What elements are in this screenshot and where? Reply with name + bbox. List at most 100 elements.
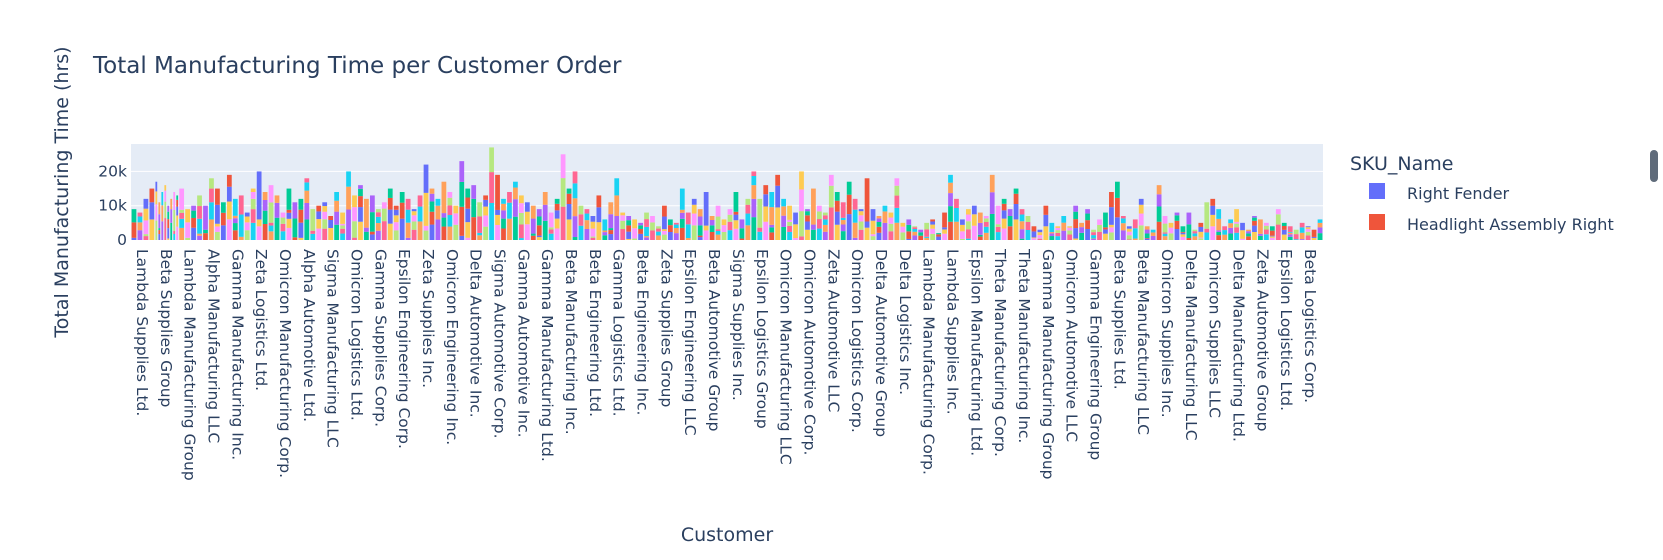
bar-segment <box>501 203 506 211</box>
bar-segment <box>995 232 1001 240</box>
bar-segment <box>381 208 387 222</box>
bar-segment <box>638 233 643 240</box>
bar-segment <box>1085 228 1090 240</box>
bar-segment <box>620 212 626 216</box>
bar-segment <box>763 185 769 195</box>
bar-segment <box>1055 227 1061 231</box>
legend: SKU_Name Right Fender Headlight Assembly… <box>1350 153 1614 234</box>
x-tick-label: Epsilon Engineering Corp. <box>395 249 413 449</box>
bar-segment <box>828 174 834 186</box>
x-tick-label: Sigma Automotive Corp. <box>491 249 509 439</box>
bar-segment <box>513 187 518 200</box>
bar-segment <box>685 238 691 240</box>
bar-segment <box>1293 229 1299 235</box>
bar-segment <box>846 214 852 240</box>
x-tick-label: Omicron Manufacturing Corp. <box>276 249 294 478</box>
bar-segment <box>584 220 590 229</box>
bar-segment <box>1264 229 1269 235</box>
bar-segment <box>1037 238 1043 240</box>
bar-segment <box>176 226 179 240</box>
bar-segment <box>143 220 149 235</box>
legend-scrollbar[interactable] <box>1650 150 1658 182</box>
bar-segment <box>1174 220 1180 230</box>
bar-segment <box>429 193 435 202</box>
bar-segment <box>924 237 930 240</box>
bar-segment <box>834 224 840 240</box>
bar-segment <box>346 171 351 187</box>
bar-segment <box>1150 235 1156 240</box>
bar-segment <box>1103 233 1108 240</box>
bar-segment <box>1013 219 1019 240</box>
bar-segment <box>775 207 781 240</box>
bar-segment <box>572 171 578 184</box>
bar-segment <box>501 198 506 204</box>
bar-segment <box>584 209 590 214</box>
x-tick-label: Omicron Logistics Corp. <box>848 249 866 433</box>
bar-segment <box>1252 232 1257 240</box>
bar-segment <box>1192 229 1198 232</box>
bar-segment <box>1305 227 1311 230</box>
bar-segment <box>668 232 673 240</box>
bar-segment <box>1240 238 1245 240</box>
bar-segment <box>1055 230 1061 233</box>
bar-segment <box>697 209 703 217</box>
bar-segment <box>1144 226 1150 230</box>
bar-segment <box>316 205 322 212</box>
bar-segment <box>608 230 614 235</box>
bar-segment <box>876 222 882 227</box>
bar-segment <box>1091 235 1096 239</box>
bar-segment <box>995 205 1001 225</box>
bar-segment <box>1258 233 1263 236</box>
bar-segment <box>274 195 280 203</box>
bar-segment <box>536 235 542 238</box>
bar-segment <box>691 225 697 240</box>
bar-segment <box>983 226 989 233</box>
bar-segment <box>1258 219 1263 234</box>
bar-segment <box>1317 227 1323 234</box>
bar-segment <box>286 218 292 228</box>
bar-segment <box>1013 204 1019 220</box>
legend-item-headlight-assembly-right[interactable]: Headlight Assembly Right <box>1369 214 1614 234</box>
bar-segment <box>292 237 298 240</box>
bar-segment <box>1174 212 1180 216</box>
bar-segment <box>1287 236 1293 240</box>
bar-segment <box>501 228 506 240</box>
bar-segment <box>292 218 298 238</box>
bar-segment <box>1126 235 1132 240</box>
bar-segment <box>185 222 190 238</box>
bar-segment <box>173 231 176 234</box>
bar-segment <box>173 234 176 240</box>
bar-segment <box>948 174 953 183</box>
bar-segment <box>894 195 900 208</box>
bar-segment <box>536 209 542 217</box>
bar-segment <box>286 209 292 213</box>
bar-segment <box>501 218 506 229</box>
bar-segment <box>1019 221 1025 230</box>
bar-segment <box>158 202 161 215</box>
bar-segment <box>870 220 876 235</box>
bar-segment <box>280 212 286 218</box>
x-tick-label: Lambda Manufacturing Group <box>181 249 199 481</box>
bar-segment <box>894 185 900 196</box>
bar-segment <box>185 209 190 223</box>
bar-segment <box>632 238 637 240</box>
bar-segment <box>626 238 632 240</box>
bar-segment <box>232 215 238 219</box>
bar-segment <box>1264 234 1269 240</box>
bar-segment <box>161 205 164 222</box>
bar-segment <box>644 219 649 227</box>
bar-segment <box>477 216 483 233</box>
bar-segment <box>1144 238 1150 239</box>
bar-segment <box>608 234 614 240</box>
bar-segment <box>179 209 185 213</box>
bar-segment <box>900 222 906 227</box>
bar-segment <box>489 172 494 203</box>
bar-segment <box>715 216 721 230</box>
bar-segment <box>1222 230 1228 235</box>
bar-segment <box>644 226 649 237</box>
legend-item-right-fender[interactable]: Right Fender <box>1369 183 1510 203</box>
bar-segment <box>864 227 870 240</box>
bar-segment <box>769 227 775 233</box>
bar-segment <box>1269 236 1275 238</box>
bar-segment <box>751 198 757 218</box>
